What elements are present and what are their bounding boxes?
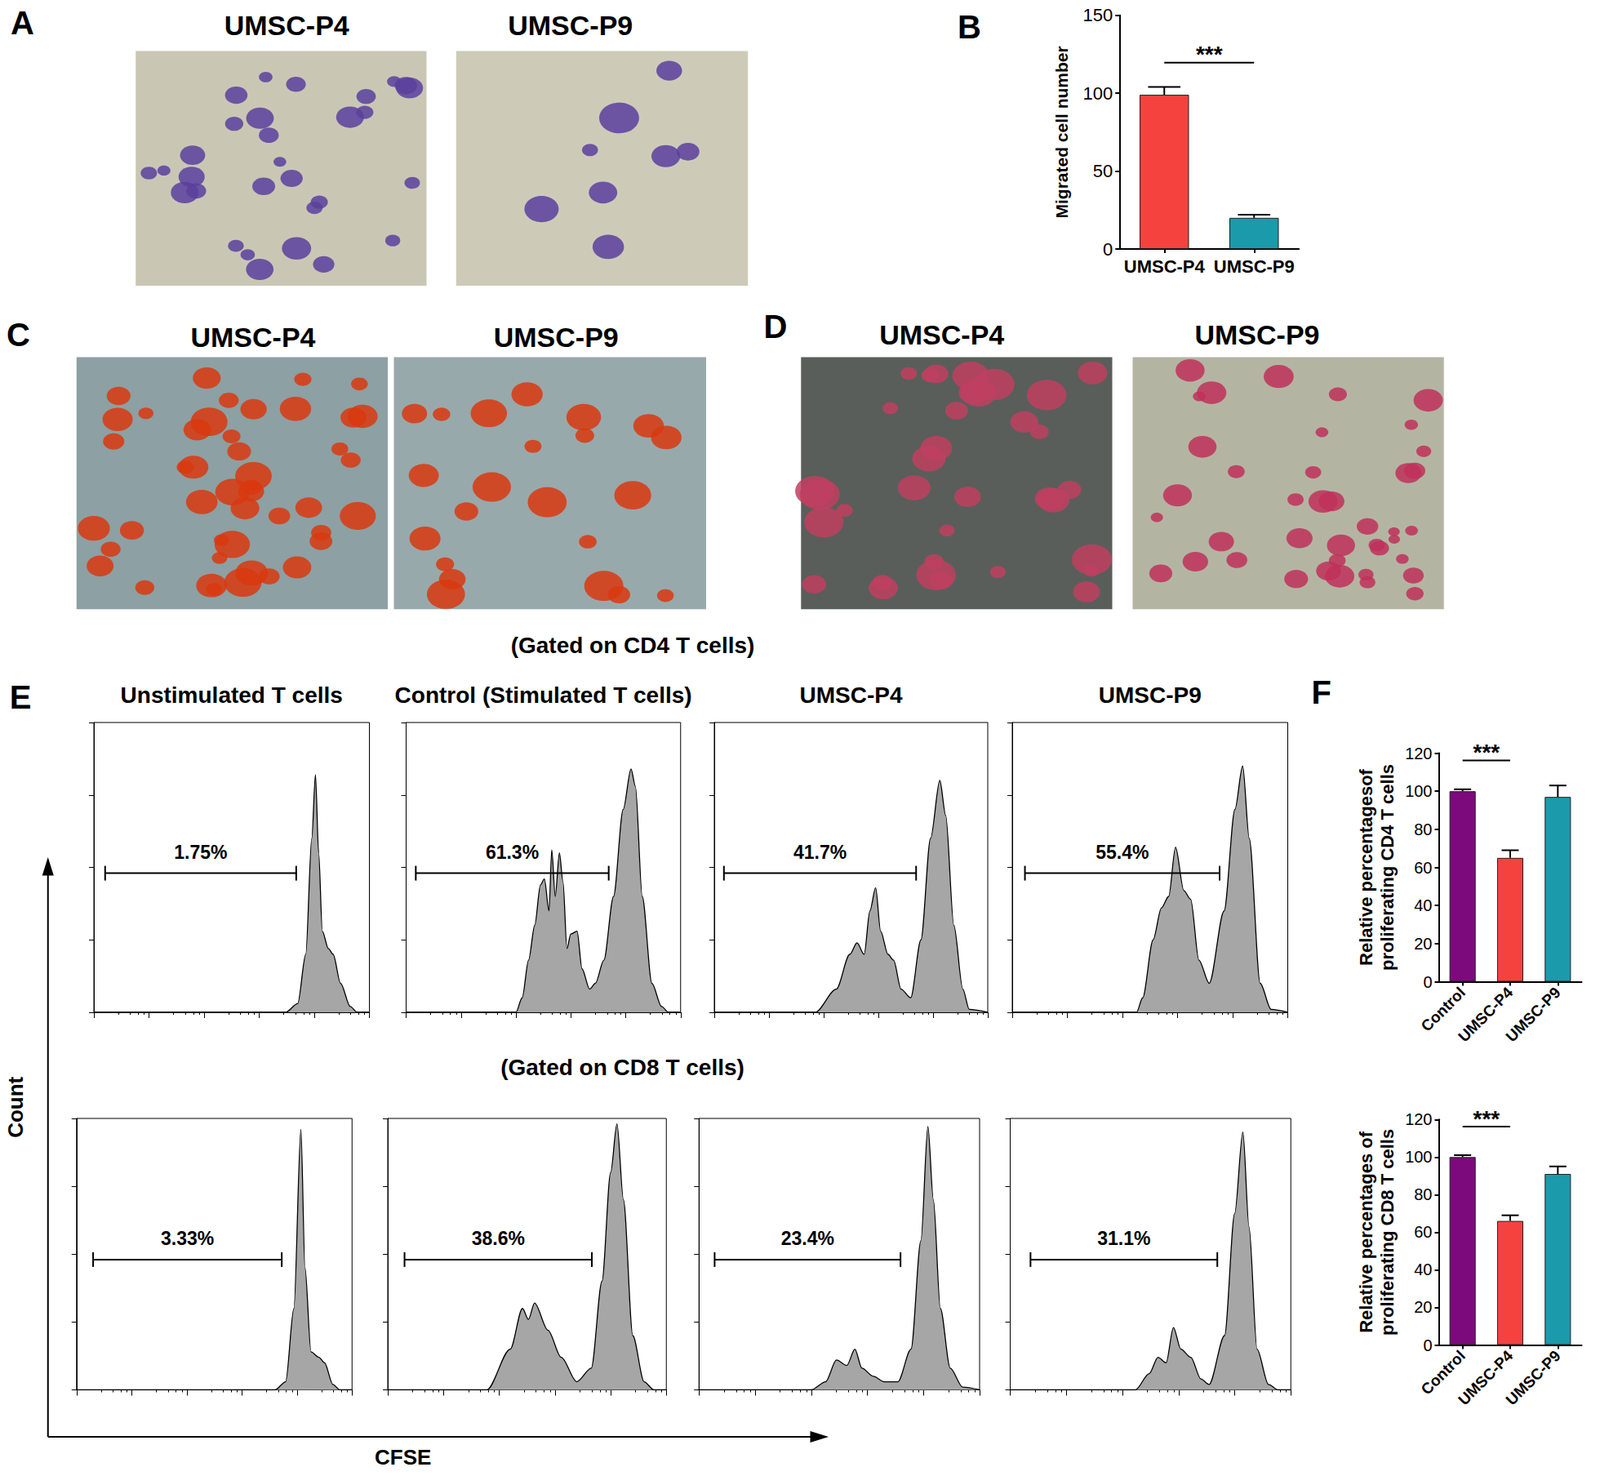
svg-text:Count: Count [3, 1075, 28, 1138]
svg-text:Migrated cell number: Migrated cell number [1052, 45, 1072, 218]
svg-text:Control: Control [1417, 983, 1469, 1035]
svg-text:100: 100 [1404, 782, 1432, 800]
svg-text:A: A [10, 4, 35, 41]
svg-text:3.33%: 3.33% [160, 1227, 214, 1249]
svg-text:120: 120 [1404, 1110, 1432, 1129]
svg-text:31.1%: 31.1% [1097, 1227, 1151, 1249]
svg-text:80: 80 [1413, 820, 1432, 839]
svg-text:D: D [764, 308, 788, 345]
svg-text:60: 60 [1413, 858, 1432, 877]
svg-text:proliferating CD8 T cells: proliferating CD8 T cells [1377, 1128, 1398, 1336]
svg-text:UMSC-P9: UMSC-P9 [1502, 983, 1564, 1045]
svg-text:20: 20 [1413, 1297, 1432, 1316]
svg-text:UMSC-P9: UMSC-P9 [1502, 1346, 1564, 1409]
svg-text:50: 50 [1093, 160, 1113, 182]
svg-text:Unstimulated T cells: Unstimulated T cells [120, 682, 343, 708]
svg-text:100: 100 [1083, 83, 1114, 104]
svg-text:Control (Stimulated T cells): Control (Stimulated T cells) [395, 682, 693, 708]
svg-text:UMSC-P4: UMSC-P4 [799, 682, 903, 708]
svg-text:UMSC-P4: UMSC-P4 [1124, 256, 1206, 277]
svg-text:***: *** [1472, 739, 1500, 765]
svg-text:38.6%: 38.6% [471, 1227, 525, 1249]
svg-text:UMSC-P4: UMSC-P4 [879, 319, 1005, 351]
svg-text:1.75%: 1.75% [173, 841, 227, 863]
svg-text:55.4%: 55.4% [1095, 841, 1149, 863]
svg-text:40: 40 [1413, 896, 1432, 915]
svg-text:UMSC-P4: UMSC-P4 [1454, 983, 1517, 1046]
svg-text:0: 0 [1102, 239, 1113, 260]
svg-text:41.7%: 41.7% [793, 841, 847, 863]
svg-text:0: 0 [1422, 973, 1432, 992]
svg-text:proliferating CD4 T cells: proliferating CD4 T cells [1377, 764, 1398, 971]
svg-text:0: 0 [1422, 1336, 1432, 1355]
svg-text:UMSC-P4: UMSC-P4 [190, 321, 316, 353]
svg-text:61.3%: 61.3% [485, 841, 539, 863]
svg-text:UMSC-P4: UMSC-P4 [224, 9, 350, 41]
svg-text:Relative percentages of: Relative percentages of [1355, 1130, 1377, 1334]
svg-text:F: F [1311, 674, 1332, 711]
svg-text:23.4%: 23.4% [781, 1227, 835, 1249]
svg-text:60: 60 [1413, 1222, 1432, 1241]
svg-text:Control: Control [1417, 1347, 1469, 1399]
svg-text:120: 120 [1404, 744, 1432, 763]
svg-text:UMSC-P4: UMSC-P4 [1454, 1347, 1517, 1409]
svg-text:150: 150 [1083, 4, 1114, 26]
svg-text:UMSC-P9: UMSC-P9 [507, 9, 633, 41]
svg-text:B: B [957, 8, 982, 45]
svg-text:UMSC-P9: UMSC-P9 [1098, 682, 1202, 708]
svg-text:(Gated on CD4 T cells): (Gated on CD4 T cells) [511, 632, 756, 658]
svg-text:100: 100 [1404, 1147, 1432, 1166]
svg-text:20: 20 [1413, 934, 1432, 953]
svg-text:UMSC-P9: UMSC-P9 [1194, 319, 1320, 351]
svg-text:40: 40 [1413, 1260, 1432, 1279]
svg-text:CFSE: CFSE [374, 1444, 432, 1470]
svg-text:***: *** [1472, 1106, 1500, 1132]
svg-text:(Gated on CD8 T cells): (Gated on CD8 T cells) [500, 1054, 745, 1080]
svg-text:80: 80 [1413, 1185, 1432, 1204]
svg-text:E: E [9, 679, 32, 716]
svg-text:***: *** [1195, 41, 1223, 67]
svg-text:Relative percentagesof: Relative percentagesof [1355, 768, 1377, 966]
svg-text:C: C [6, 316, 31, 353]
svg-text:UMSC-P9: UMSC-P9 [493, 321, 619, 353]
svg-text:UMSC-P9: UMSC-P9 [1213, 256, 1295, 277]
